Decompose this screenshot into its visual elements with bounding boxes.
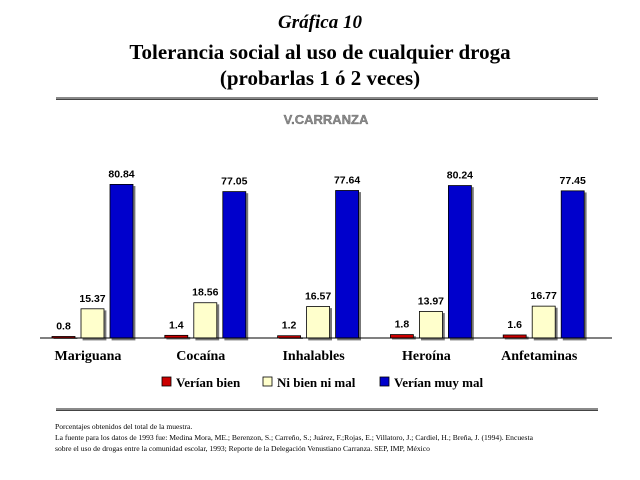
legend-label-2: Ni bien ni mal	[277, 375, 356, 390]
chart-subtitle: V.CARRANZA	[284, 112, 369, 127]
bar-2-4	[418, 311, 443, 339]
legend-swatch-2	[262, 376, 273, 387]
data-label-1-5: 1.6	[507, 319, 522, 331]
data-label-3-2: 77.05	[221, 176, 247, 188]
bar-3-5	[560, 190, 585, 339]
bar-3-3	[335, 190, 360, 339]
data-label-1-3: 1.2	[282, 320, 297, 332]
bar-chart: V.CARRANZA 0.8 15.37 80.84 Mariguana 1.4 18.56…	[40, 112, 612, 390]
bar-3-4	[447, 185, 472, 339]
chart-title-line2: (probarlas 1 ó 2 veces)	[219, 66, 421, 90]
top-rule	[56, 97, 598, 100]
data-label-3-3: 77.64	[334, 174, 360, 186]
legend-swatch-3	[379, 376, 390, 387]
data-label-2-5: 16.77	[531, 290, 557, 302]
bar-2-2	[193, 302, 218, 339]
bar-1-4	[389, 334, 414, 339]
chart-kicker: Gráfica 10	[278, 12, 362, 33]
footnote-line-1: Porcentajes obtenidos del total de la mu…	[55, 422, 193, 431]
bar-3-1	[109, 184, 134, 339]
category-label-4: Heroína	[402, 349, 451, 364]
legend-label-1: Verían bien	[176, 375, 241, 390]
category-label-3: Inhalables	[282, 349, 345, 364]
legend-swatch-1	[161, 376, 172, 387]
footnote-line-2: La fuente para los datos de 1993 fue: Me…	[55, 433, 533, 442]
data-label-1-4: 1.8	[395, 319, 410, 331]
data-label-2-1: 15.37	[79, 293, 105, 305]
bar-2-5	[531, 305, 556, 339]
data-label-2-3: 16.57	[305, 291, 331, 303]
data-label-1-2: 1.4	[169, 319, 184, 331]
bar-3-2	[222, 191, 247, 339]
bar-2-1	[80, 308, 105, 339]
category-label-2: Cocaína	[176, 349, 225, 364]
bottom-rule	[56, 408, 598, 411]
data-label-2-4: 13.97	[418, 295, 444, 307]
data-label-2-2: 18.56	[192, 287, 218, 299]
data-label-3-4: 80.24	[447, 170, 473, 182]
category-label-1: Mariguana	[55, 349, 122, 364]
footnote-line-3: sobre el uso de drogas entre la comunida…	[55, 444, 430, 453]
category-label-5: Anfetaminas	[501, 349, 578, 364]
chart-title-line1: Tolerancia social al uso de cualquier dr…	[129, 40, 511, 64]
footnotes: Porcentajes obtenidos del total de la mu…	[55, 421, 630, 454]
data-label-1-1: 0.8	[56, 320, 71, 332]
legend-label-3: Verían muy mal	[394, 375, 483, 390]
data-label-3-5: 77.45	[560, 175, 586, 187]
bar-2-3	[306, 306, 331, 339]
data-label-3-1: 80.84	[108, 168, 134, 180]
